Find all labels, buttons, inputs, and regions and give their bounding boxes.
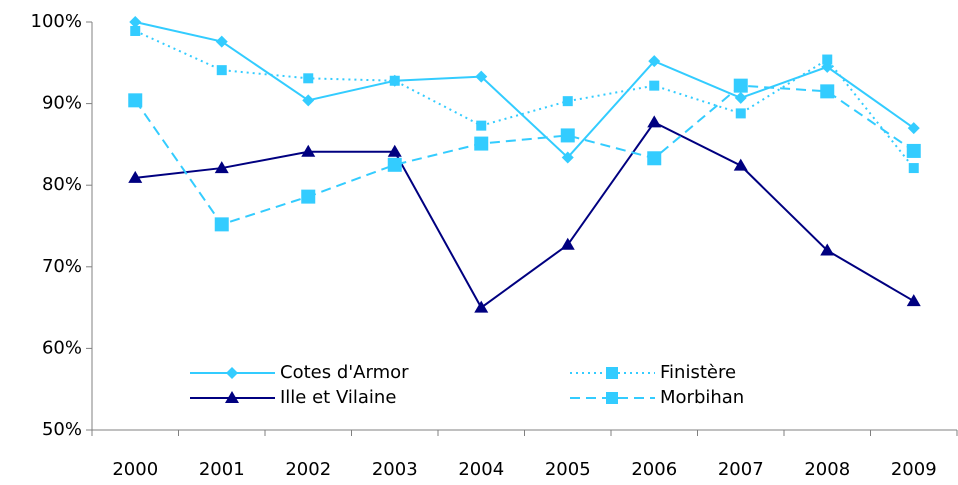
point bbox=[648, 55, 661, 68]
point bbox=[820, 243, 835, 256]
point bbox=[387, 157, 402, 172]
point bbox=[301, 144, 316, 157]
legend-marker bbox=[606, 392, 618, 404]
legend-label: Cotes d'Armor bbox=[280, 362, 409, 383]
legend-label: Finistère bbox=[660, 362, 736, 383]
x-tick-label: 2003 bbox=[372, 459, 418, 480]
point bbox=[734, 91, 747, 104]
point bbox=[130, 25, 141, 36]
series-line bbox=[134, 30, 915, 169]
series-line bbox=[134, 84, 915, 226]
series-line bbox=[135, 121, 915, 310]
point bbox=[906, 143, 921, 158]
x-tick-label: 2006 bbox=[631, 459, 677, 480]
point bbox=[820, 84, 835, 99]
y-tick-label: 80% bbox=[42, 174, 82, 195]
point bbox=[733, 78, 748, 93]
point bbox=[216, 65, 227, 76]
y-tick-label: 50% bbox=[42, 419, 82, 440]
series-line bbox=[135, 21, 915, 159]
point bbox=[215, 35, 228, 48]
point bbox=[128, 93, 143, 108]
x-tick-label: 2007 bbox=[718, 459, 764, 480]
x-tick-label: 2004 bbox=[458, 459, 504, 480]
legend-marker bbox=[225, 391, 239, 403]
point bbox=[475, 70, 488, 83]
x-tick-label: 2001 bbox=[199, 459, 245, 480]
point bbox=[389, 75, 400, 86]
point bbox=[128, 170, 143, 183]
y-tick-label: 60% bbox=[42, 337, 82, 358]
point bbox=[476, 120, 487, 131]
x-tick-label: 2009 bbox=[891, 459, 937, 480]
point bbox=[908, 163, 919, 174]
point bbox=[560, 237, 575, 250]
point bbox=[301, 189, 316, 204]
point bbox=[562, 96, 573, 107]
x-tick-label: 2002 bbox=[285, 459, 331, 480]
point bbox=[647, 115, 662, 128]
legend-marker bbox=[226, 367, 238, 379]
point bbox=[214, 161, 229, 174]
point bbox=[733, 158, 748, 171]
legend-label: Ille et Vilaine bbox=[280, 387, 396, 408]
point bbox=[302, 94, 315, 107]
point bbox=[214, 217, 229, 232]
legend-marker bbox=[606, 367, 618, 379]
x-tick-label: 2005 bbox=[545, 459, 591, 480]
point bbox=[822, 54, 833, 65]
legend-label: Morbihan bbox=[660, 387, 744, 408]
point bbox=[129, 16, 142, 28]
point bbox=[907, 122, 920, 135]
point bbox=[474, 136, 489, 151]
point bbox=[303, 73, 314, 84]
point bbox=[647, 151, 662, 166]
point bbox=[561, 151, 574, 164]
point bbox=[474, 300, 489, 313]
point bbox=[560, 128, 575, 143]
point bbox=[649, 80, 660, 91]
x-tick-label: 2008 bbox=[804, 459, 850, 480]
x-tick-label: 2000 bbox=[112, 459, 158, 480]
point bbox=[387, 144, 402, 157]
y-tick-label: 70% bbox=[42, 256, 82, 277]
point bbox=[735, 108, 746, 119]
point bbox=[906, 294, 921, 307]
y-tick-label: 100% bbox=[31, 11, 82, 32]
y-tick-label: 90% bbox=[42, 93, 82, 114]
